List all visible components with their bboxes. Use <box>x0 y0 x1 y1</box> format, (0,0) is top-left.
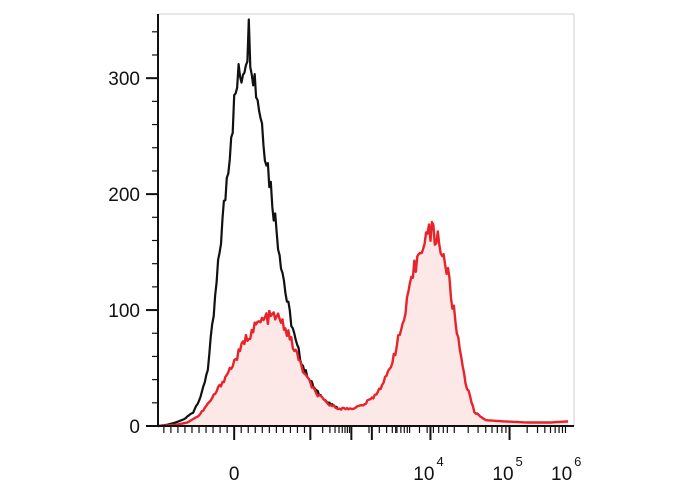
series-layer <box>157 18 569 428</box>
y-tick-label: 0 <box>129 417 140 438</box>
series-line-1 <box>157 220 569 428</box>
plot-area <box>158 13 575 426</box>
x-tick-exponent: 4 <box>436 454 443 469</box>
y-tick-label: 300 <box>108 69 140 90</box>
series-fill-1 <box>158 222 569 426</box>
x-tick-label: 10 <box>492 464 513 485</box>
x-tick-exponent: 6 <box>574 454 581 469</box>
x-tick-label: 0 <box>229 464 240 485</box>
axes <box>146 14 574 440</box>
x-tick-label: 10 <box>551 464 572 485</box>
x-tick-label: 10 <box>413 464 434 485</box>
x-tick-exponent: 5 <box>516 454 523 469</box>
y-tick-label: 200 <box>108 185 140 206</box>
y-tick-label: 100 <box>108 301 140 322</box>
